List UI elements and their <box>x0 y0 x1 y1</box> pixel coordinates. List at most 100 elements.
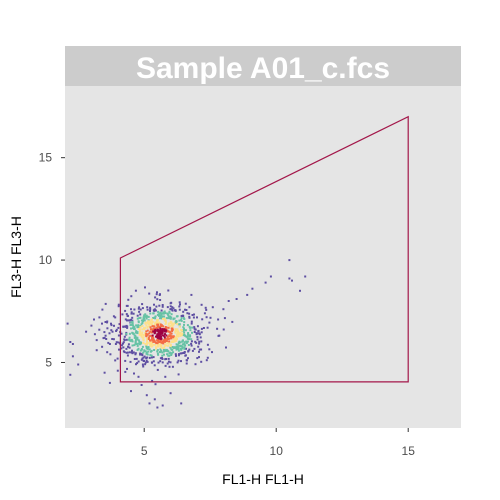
data-point <box>145 347 148 349</box>
data-point <box>66 322 69 325</box>
data-point <box>168 340 171 343</box>
data-point <box>136 336 139 339</box>
data-point <box>168 342 171 345</box>
data-point <box>147 338 150 340</box>
data-point <box>138 328 141 331</box>
data-point <box>150 349 153 352</box>
data-point <box>179 352 182 355</box>
data-point <box>148 332 151 335</box>
data-point <box>217 318 220 321</box>
data-point <box>118 348 120 351</box>
data-point <box>246 293 249 296</box>
data-point <box>106 321 108 324</box>
data-point <box>136 348 139 351</box>
data-point <box>171 322 174 325</box>
data-point <box>170 354 173 356</box>
data-point <box>156 342 159 345</box>
data-point <box>143 328 146 331</box>
data-point <box>136 314 139 317</box>
data-point <box>139 326 142 329</box>
data-point <box>110 322 112 325</box>
data-point <box>141 336 144 339</box>
x-axis-title: FL1-H FL1-H <box>222 471 304 487</box>
data-point <box>118 323 121 326</box>
data-point <box>179 334 182 337</box>
data-point <box>109 353 112 356</box>
data-point <box>169 392 172 395</box>
data-point <box>222 308 225 311</box>
panel-background <box>65 86 461 428</box>
chart-title: Sample A01_c.fcs <box>136 52 390 85</box>
data-point <box>169 346 172 349</box>
data-point <box>159 327 162 330</box>
data-point <box>175 320 178 323</box>
data-point <box>107 341 110 344</box>
data-point <box>137 347 140 350</box>
data-point <box>151 328 154 331</box>
data-point <box>269 275 272 278</box>
data-point <box>114 343 117 345</box>
data-point <box>154 323 156 326</box>
data-point <box>160 309 163 312</box>
data-point <box>155 335 158 338</box>
data-point <box>146 353 149 356</box>
data-point <box>108 343 111 345</box>
data-point <box>130 312 133 315</box>
data-point <box>198 340 201 343</box>
data-point <box>153 349 156 351</box>
data-point <box>141 353 144 356</box>
data-point <box>185 362 188 365</box>
data-point <box>143 315 146 318</box>
data-point <box>178 325 181 328</box>
data-point <box>137 375 140 378</box>
y-tick-label: 5 <box>45 355 52 369</box>
data-point <box>122 346 125 349</box>
data-point <box>148 356 151 359</box>
data-point <box>164 364 167 367</box>
data-point <box>148 292 151 295</box>
data-point <box>158 337 161 340</box>
data-point <box>152 336 155 339</box>
data-point <box>106 351 109 354</box>
data-point <box>194 363 197 366</box>
data-point <box>163 328 166 331</box>
data-point <box>222 328 225 331</box>
data-point <box>127 343 130 346</box>
data-point <box>167 326 170 329</box>
data-point <box>162 334 165 337</box>
data-point <box>198 348 201 351</box>
data-point <box>156 349 159 351</box>
data-point <box>202 327 205 329</box>
data-point <box>175 343 178 346</box>
data-point <box>175 336 178 338</box>
data-point <box>156 368 159 371</box>
data-point <box>166 342 169 344</box>
data-point <box>156 345 159 347</box>
data-point <box>143 333 146 336</box>
data-point <box>121 313 124 316</box>
data-point <box>179 347 182 350</box>
data-point <box>158 326 161 329</box>
data-point <box>154 309 157 312</box>
data-point <box>111 338 114 340</box>
data-point <box>165 358 168 360</box>
data-point <box>182 310 185 313</box>
data-point <box>172 340 174 343</box>
data-point <box>159 331 162 334</box>
data-point <box>133 308 136 311</box>
data-point <box>117 334 120 337</box>
data-point <box>193 331 196 333</box>
data-point <box>112 338 115 341</box>
y-axis-ticks: 5 10 15 <box>39 151 65 369</box>
data-point <box>142 365 145 368</box>
data-point <box>170 313 173 316</box>
data-point <box>198 350 200 353</box>
data-point <box>103 336 106 339</box>
data-point <box>195 341 198 344</box>
data-point <box>117 303 120 306</box>
data-point <box>172 318 175 321</box>
data-point <box>145 345 148 348</box>
data-point <box>122 341 125 344</box>
data-point <box>153 364 156 367</box>
data-point <box>154 330 157 333</box>
